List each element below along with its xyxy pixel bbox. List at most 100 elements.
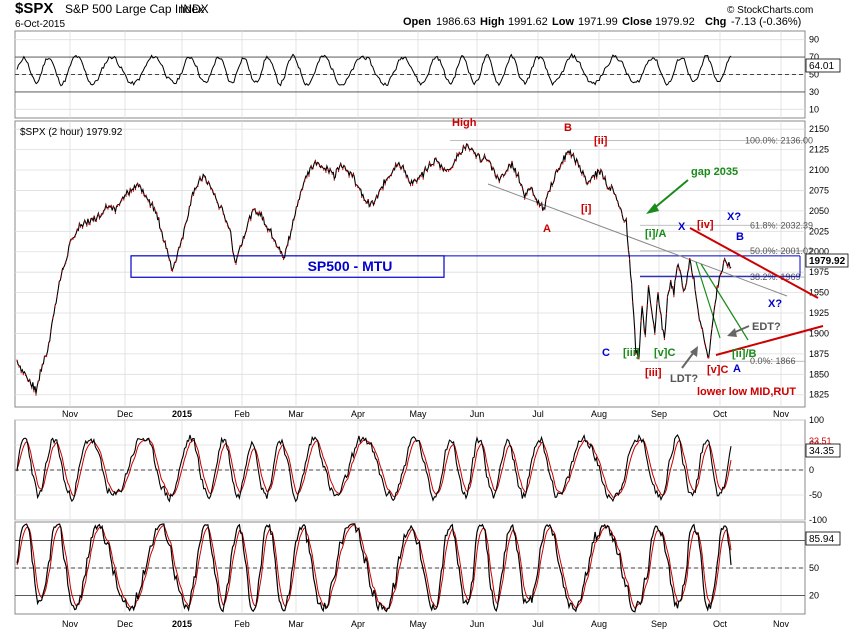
month-label: Nov bbox=[773, 619, 790, 629]
stochastic-month-axis: Nov Dec 2015 Feb Mar Apr May Jun Jul Aug Sep Oct Nov bbox=[62, 619, 790, 629]
month-label: Mar bbox=[288, 619, 304, 629]
ann-c-left: C bbox=[602, 347, 610, 359]
sp500-mtu-label: SP500 - MTU bbox=[308, 258, 393, 274]
y-tick-label: 1900 bbox=[809, 328, 829, 338]
low-value: 1971.99 bbox=[578, 16, 618, 28]
ann-x-q-right: X? bbox=[768, 298, 782, 310]
chg-label: Chg bbox=[705, 16, 726, 28]
month-label: 2015 bbox=[172, 409, 192, 419]
month-label: Jul bbox=[532, 409, 544, 419]
price-current-value: 1979.92 bbox=[809, 256, 846, 267]
y-tick-label: 2100 bbox=[809, 165, 829, 175]
price-value-box bbox=[805, 253, 849, 268]
sto-value-box bbox=[805, 531, 841, 546]
red-upper-trendline bbox=[689, 227, 819, 299]
fib-label: 61.8%: 2032.39 bbox=[750, 220, 813, 230]
ann-x-top: X bbox=[678, 221, 686, 233]
ldt-arrow-shaft bbox=[681, 351, 695, 369]
month-label: Dec bbox=[117, 619, 134, 629]
ann-ldt: LDT? bbox=[670, 373, 698, 385]
y-tick-label: 90 bbox=[809, 35, 819, 45]
stochastic-axis: 805020 bbox=[15, 535, 819, 601]
month-label: May bbox=[409, 619, 427, 629]
high-label: High bbox=[480, 16, 505, 28]
price-month-axis: Nov Dec 2015 Feb Mar Apr May Jun Jul Aug Sep Oct Nov bbox=[62, 409, 790, 419]
month-label: Mar bbox=[288, 409, 304, 419]
fib-label: 100.0%: 2136.00 bbox=[745, 136, 813, 146]
fib-label: 50.0%: 2001.02 bbox=[750, 246, 813, 256]
y-tick-label: 30 bbox=[809, 87, 819, 97]
y-tick-label: 0 bbox=[809, 465, 814, 475]
stochastic-line bbox=[16, 523, 732, 613]
y-tick-label: 2050 bbox=[809, 206, 829, 216]
green-edt-line-1 bbox=[695, 261, 721, 339]
exchange: INDX bbox=[180, 2, 209, 16]
rsi-value-box bbox=[805, 58, 841, 73]
ann-iv: [iv] bbox=[697, 219, 714, 231]
gap-arrow-head bbox=[646, 203, 659, 214]
price-legend: $SPX (2 hour) 1979.92 bbox=[20, 127, 123, 138]
open-value: 1986.63 bbox=[436, 16, 476, 28]
month-label: Dec bbox=[117, 409, 134, 419]
month-label: Sep bbox=[651, 619, 667, 629]
month-label: Nov bbox=[62, 409, 79, 419]
month-label: Sep bbox=[651, 409, 667, 419]
gap-arrow-shaft bbox=[651, 179, 689, 211]
month-label: Feb bbox=[234, 409, 250, 419]
month-label: Oct bbox=[713, 409, 728, 419]
rsi-line bbox=[16, 52, 732, 87]
price-line-down-segments bbox=[16, 144, 731, 398]
y-tick-label: 2125 bbox=[809, 145, 829, 155]
y-tick-label: -100 bbox=[809, 515, 827, 525]
ann-b-right: B bbox=[736, 231, 744, 243]
ann-gap: gap 2035 bbox=[691, 166, 738, 178]
price-panel bbox=[14, 120, 806, 408]
y-tick-label: 2150 bbox=[809, 124, 829, 134]
y-tick-label: 1825 bbox=[809, 390, 829, 400]
month-label: Jul bbox=[532, 619, 544, 629]
osc-current-value: 34.35 bbox=[809, 446, 834, 457]
month-label: Aug bbox=[591, 409, 607, 419]
low-label: Low bbox=[552, 16, 574, 28]
y-tick-label: 1850 bbox=[809, 369, 829, 379]
month-label: Jun bbox=[470, 619, 485, 629]
fib-label: 38.2%: 1969 bbox=[750, 272, 801, 282]
y-tick-label: 1875 bbox=[809, 349, 829, 359]
ann-a-blue: A bbox=[733, 363, 741, 375]
green-edt-line-2 bbox=[700, 263, 749, 341]
month-label: 2015 bbox=[172, 619, 192, 629]
stochastic-signal-line bbox=[16, 523, 732, 610]
price-axis: 2150 2125 2100 2075 2050 2025 2000 1975 1950 1925… bbox=[15, 124, 829, 400]
y-tick-label: 70 bbox=[809, 52, 819, 62]
y-tick-label: 100 bbox=[809, 415, 824, 425]
edt-arrow-head bbox=[727, 328, 737, 337]
month-label: Nov bbox=[773, 409, 790, 419]
y-tick-label: 10 bbox=[809, 104, 819, 114]
ann-edt: EDT? bbox=[752, 321, 781, 333]
symbol: $SPX bbox=[15, 0, 53, 17]
ann-x-q-top: X? bbox=[727, 211, 741, 223]
ann-lower-low: lower low MID,RUT bbox=[697, 386, 796, 398]
osc-signal-value: 33.51 bbox=[809, 436, 832, 446]
close-label: Close bbox=[622, 16, 652, 28]
y-tick-label: 50 bbox=[809, 563, 819, 573]
high-value: 1991.62 bbox=[508, 16, 548, 28]
sp500-mtu-box bbox=[130, 255, 445, 278]
month-label: Apr bbox=[351, 409, 365, 419]
fib-label: 0.0%: 1866 bbox=[750, 356, 796, 366]
ann-v-c-red: [v]C bbox=[707, 364, 728, 376]
osc-value-box bbox=[805, 443, 841, 458]
red-lower-trendline bbox=[715, 325, 824, 356]
ann-iii-green: [iii] bbox=[623, 347, 640, 359]
y-tick-label: 1975 bbox=[809, 267, 829, 277]
month-label: Nov bbox=[62, 619, 79, 629]
rsi-current-value: 64.01 bbox=[809, 61, 834, 72]
ann-high: High bbox=[452, 117, 477, 129]
y-tick-label: 1925 bbox=[809, 308, 829, 318]
month-label: May bbox=[409, 409, 427, 419]
month-label: Apr bbox=[351, 619, 365, 629]
open-label: Open bbox=[403, 16, 431, 28]
ann-iii-red: [iii] bbox=[645, 367, 662, 379]
y-tick-label: 50 bbox=[809, 70, 819, 80]
